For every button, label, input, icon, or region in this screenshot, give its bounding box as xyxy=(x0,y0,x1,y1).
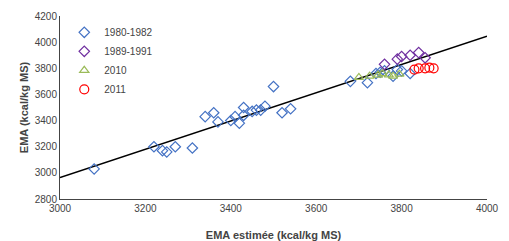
svg-text:3000: 3000 xyxy=(35,167,58,178)
svg-text:3800: 3800 xyxy=(35,63,58,74)
svg-text:3400: 3400 xyxy=(220,203,243,214)
svg-text:3800: 3800 xyxy=(390,203,413,214)
svg-text:EMA estimée (kcal/kg MS): EMA estimée (kcal/kg MS) xyxy=(206,229,342,241)
svg-text:3000: 3000 xyxy=(49,203,72,214)
svg-text:2800: 2800 xyxy=(35,194,58,205)
svg-text:2011: 2011 xyxy=(104,84,126,95)
svg-text:3200: 3200 xyxy=(134,203,157,214)
svg-text:EMA (kcal/kg MS): EMA (kcal/kg MS) xyxy=(18,62,30,154)
svg-text:1989-1991: 1989-1991 xyxy=(104,46,152,57)
svg-text:3600: 3600 xyxy=(35,89,58,100)
svg-text:4000: 4000 xyxy=(476,203,499,214)
svg-text:2010: 2010 xyxy=(104,65,127,76)
svg-text:1980-1982: 1980-1982 xyxy=(104,27,152,38)
svg-text:4200: 4200 xyxy=(35,11,58,22)
svg-text:3400: 3400 xyxy=(35,115,58,126)
svg-text:3600: 3600 xyxy=(305,203,328,214)
svg-text:4000: 4000 xyxy=(35,37,58,48)
svg-text:3200: 3200 xyxy=(35,141,58,152)
